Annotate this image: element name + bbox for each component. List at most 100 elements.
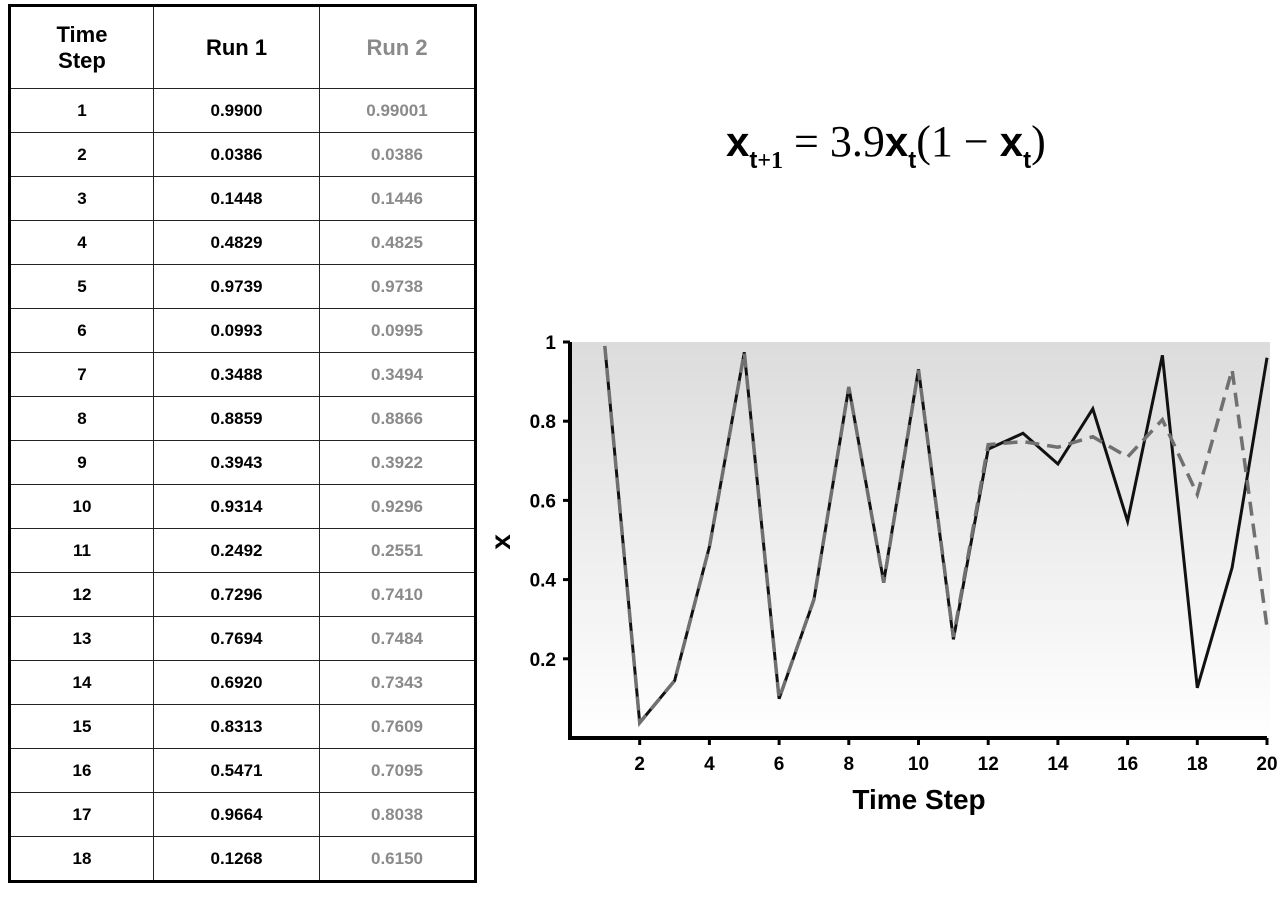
- cell-run-2: 0.6150: [319, 836, 476, 882]
- table-row: 3 0.1448 0.1446: [9, 176, 476, 221]
- cell-time-step: 15: [9, 704, 154, 749]
- data-table: Time Step Run 1 Run 2 1 0.9900 0.99001 2 0.0…: [8, 4, 477, 883]
- equation-inner-var: x: [999, 118, 1024, 165]
- cell-run-1: 0.8313: [153, 704, 320, 749]
- cell-run-1: 0.6920: [153, 660, 320, 705]
- cell-run-2: 0.9296: [319, 484, 476, 529]
- x-tick-label: 10: [908, 754, 929, 775]
- equation-equals: = 3.9: [783, 117, 885, 166]
- cell-run-1: 0.7296: [153, 572, 320, 617]
- equation-paren-open: (1 −: [916, 117, 1000, 166]
- equation-inner-subscript: t: [1023, 147, 1032, 174]
- series-layer: [603, 345, 1269, 728]
- header-run-2: Run 2: [319, 5, 476, 89]
- cell-run-2: 0.1446: [319, 176, 476, 221]
- cell-time-step: 4: [9, 220, 154, 265]
- y-tick-label: 0.4: [530, 571, 557, 592]
- cell-run-2: 0.7410: [319, 572, 476, 617]
- cell-time-step: 14: [9, 660, 154, 705]
- cell-run-1: 0.9900: [153, 88, 320, 133]
- table-row: 17 0.9664 0.8038: [9, 792, 476, 837]
- cell-time-step: 16: [9, 748, 154, 793]
- cell-run-2: 0.4825: [319, 220, 476, 265]
- cell-run-1: 0.3488: [153, 352, 320, 397]
- table-row: 9 0.3943 0.3922: [9, 440, 476, 485]
- x-tick-label: 14: [1047, 754, 1069, 775]
- x-axis-title: Time Step: [852, 784, 985, 815]
- equation-rhs-var: x: [884, 118, 909, 165]
- equation-rhs-subscript: t: [908, 147, 917, 174]
- cell-time-step: 3: [9, 176, 154, 221]
- cell-time-step: 7: [9, 352, 154, 397]
- equation-lhs-sub-rest: +1: [757, 148, 784, 174]
- table-body: 1 0.9900 0.99001 2 0.0386 0.0386 3 0.1448 0.1446…: [9, 88, 476, 882]
- x-tick-label: 12: [978, 754, 999, 775]
- y-axis-title: x: [485, 534, 516, 550]
- x-ticks: 2 4 6 8 10 12 14 16 18 20: [634, 738, 1278, 775]
- cell-run-2: 0.2551: [319, 528, 476, 573]
- cell-time-step: 12: [9, 572, 154, 617]
- x-tick-label: 2: [634, 754, 645, 775]
- cell-run-1: 0.8859: [153, 396, 320, 441]
- x-tick-label: 8: [844, 754, 855, 775]
- table-row: 5 0.9739 0.9738: [9, 264, 476, 309]
- cell-run-2: 0.99001: [319, 88, 476, 133]
- cell-run-2: 0.0995: [319, 308, 476, 353]
- cell-run-1: 0.9314: [153, 484, 320, 529]
- cell-run-2: 0.3922: [319, 440, 476, 485]
- cell-time-step: 10: [9, 484, 154, 529]
- cell-run-1: 0.9664: [153, 792, 320, 837]
- cell-time-step: 13: [9, 616, 154, 661]
- cell-run-2: 0.7484: [319, 616, 476, 661]
- cell-run-1: 0.7694: [153, 616, 320, 661]
- cell-time-step: 5: [9, 264, 154, 309]
- header-time-step: Time Step: [9, 5, 154, 89]
- cell-run-1: 0.4829: [153, 220, 320, 265]
- x-tick-label: 16: [1117, 754, 1138, 775]
- equation-paren-close: ): [1031, 117, 1046, 166]
- x-tick-label: 20: [1256, 754, 1277, 775]
- cell-time-step: 1: [9, 88, 154, 133]
- equation-lhs-subscript: t+1: [749, 147, 783, 174]
- y-tick-label: 0.2: [530, 650, 556, 671]
- cell-run-1: 0.2492: [153, 528, 320, 573]
- table-row: 18 0.1268 0.6150: [9, 836, 476, 882]
- table-row: 15 0.8313 0.7609: [9, 704, 476, 749]
- y-tick-label: 1: [545, 333, 556, 354]
- plot-background: [570, 342, 1270, 740]
- x-tick-label: 18: [1187, 754, 1208, 775]
- cell-run-2: 0.7343: [319, 660, 476, 705]
- table-row: 10 0.9314 0.9296: [9, 484, 476, 529]
- table-row: 16 0.5471 0.7095: [9, 748, 476, 793]
- equation-lhs-var: x: [726, 118, 750, 165]
- cell-run-2: 0.7095: [319, 748, 476, 793]
- cell-run-1: 0.0993: [153, 308, 320, 353]
- table-header-row: Time Step Run 1 Run 2: [9, 5, 476, 89]
- cell-run-2: 0.9738: [319, 264, 476, 309]
- series-line-run-2: [603, 345, 1269, 728]
- y-tick-label: 0.8: [530, 412, 556, 433]
- cell-run-2: 0.0386: [319, 132, 476, 177]
- table-row: 11 0.2492 0.2551: [9, 528, 476, 573]
- cell-time-step: 2: [9, 132, 154, 177]
- cell-run-2: 0.8038: [319, 792, 476, 837]
- table-row: 6 0.0993 0.0995: [9, 308, 476, 353]
- y-ticks: 0.2 0.4 0.6 0.8 1: [530, 333, 570, 671]
- cell-run-1: 0.5471: [153, 748, 320, 793]
- equation-lhs-sub-var: t: [749, 147, 758, 174]
- table-row: 14 0.6920 0.7343: [9, 660, 476, 705]
- table-row: 4 0.4829 0.4825: [9, 220, 476, 265]
- line-chart: 2 4 6 8 10 12 14 16 18 20 0.2 0.4 0.6 0.8 1 Time Step…: [485, 333, 1278, 815]
- cell-run-2: 0.3494: [319, 352, 476, 397]
- table-row: 7 0.3488 0.3494: [9, 352, 476, 397]
- cell-time-step: 6: [9, 308, 154, 353]
- table-row: 13 0.7694 0.7484: [9, 616, 476, 661]
- cell-time-step: 9: [9, 440, 154, 485]
- table-row: 12 0.7296 0.7410: [9, 572, 476, 617]
- y-tick-label: 0.6: [530, 491, 556, 512]
- cell-run-1: 0.3943: [153, 440, 320, 485]
- x-tick-label: 6: [774, 754, 785, 775]
- table-row: 1 0.9900 0.99001: [9, 88, 476, 133]
- cell-run-1: 0.1448: [153, 176, 320, 221]
- cell-time-step: 17: [9, 792, 154, 837]
